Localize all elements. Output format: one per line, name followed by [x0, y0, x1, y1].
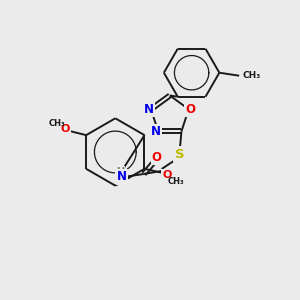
Text: N: N	[117, 170, 127, 183]
Text: O: O	[163, 170, 172, 180]
Text: CH₃: CH₃	[49, 119, 66, 128]
Text: N: N	[151, 125, 161, 138]
Text: CH₃: CH₃	[168, 177, 184, 186]
Text: O: O	[186, 103, 196, 116]
Text: N: N	[144, 103, 154, 116]
Text: O: O	[152, 151, 162, 164]
Text: S: S	[175, 148, 184, 160]
Text: O: O	[61, 124, 70, 134]
Text: H: H	[116, 167, 124, 177]
Text: CH₃: CH₃	[242, 71, 260, 80]
